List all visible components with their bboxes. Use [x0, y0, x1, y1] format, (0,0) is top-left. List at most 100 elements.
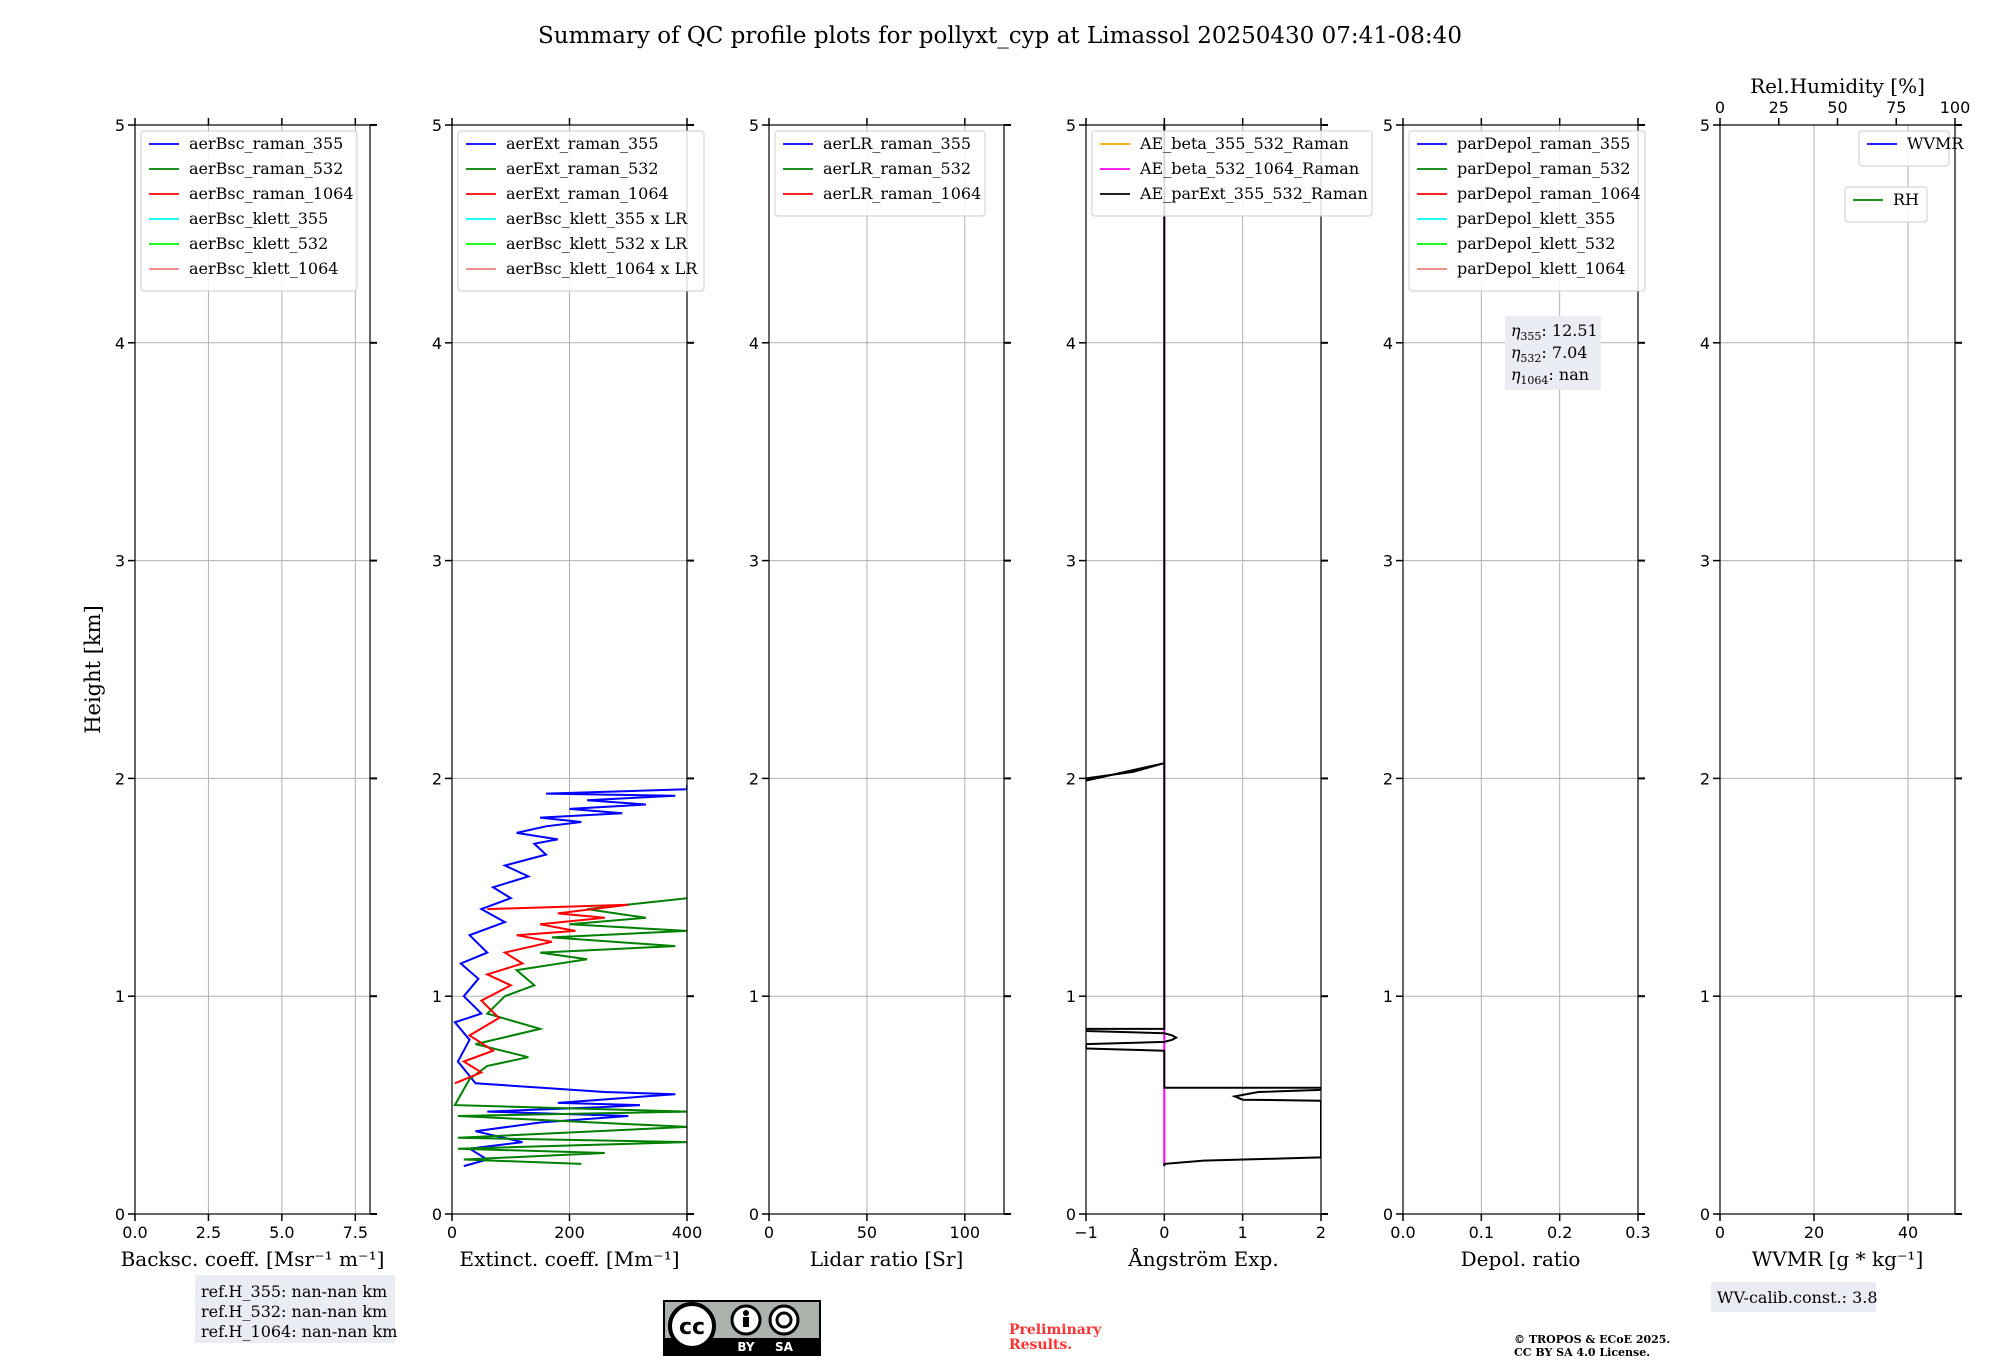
axes-frame	[1402, 124, 1639, 1215]
legend-frame	[774, 130, 986, 217]
panel-2: 0 200 400 0 1 2 3 4 5 Extinct. coeff. [Mm⁻¹] aerEx…	[432, 116, 705, 1271]
refh-box: ref.H_355: nan-nan km ref.H_532: nan-nan…	[195, 1275, 397, 1343]
legend: WVMR	[1858, 130, 1964, 167]
x-tick-label: 7.5	[343, 1223, 368, 1242]
y-tick-label: 3	[749, 552, 759, 571]
y-tick-label: 5	[1700, 116, 1710, 135]
y-tick-label: 0	[1383, 1205, 1393, 1224]
y-tick-label: 3	[115, 552, 125, 571]
y-tick-label: 3	[1383, 552, 1393, 571]
y-tick-label: 2	[1700, 769, 1710, 788]
y-tick-label: 5	[1066, 116, 1076, 135]
eta-annotation-line: η1064: nan	[1511, 365, 1589, 387]
by-text: BY	[737, 1340, 754, 1354]
refh-355: ref.H_355: nan-nan km	[201, 1282, 387, 1301]
x-tick-label: 0.0	[1390, 1223, 1415, 1242]
wv-calib-text: WV-calib.const.: 3.8	[1717, 1288, 1878, 1307]
refh-box-bg	[195, 1275, 395, 1343]
y-tick-label: 0	[1700, 1205, 1710, 1224]
x-tick-label: 0	[447, 1223, 457, 1242]
y-tick-label: 5	[749, 116, 759, 135]
legend: parDepol_raman_355 parDepol_raman_532 parD…	[1408, 130, 1646, 292]
legend-entry: AE_beta_532_1064_Raman	[1139, 159, 1359, 178]
eta-annotation-bg	[1504, 315, 1601, 390]
legend-frame	[457, 130, 705, 292]
legend-entry: aerBsc_raman_1064	[189, 184, 354, 203]
y-tick-label: 2	[749, 769, 759, 788]
axes-frame	[768, 124, 1005, 1215]
x-tick-label: 50	[857, 1223, 877, 1242]
y-tick-label: 2	[115, 769, 125, 788]
x-tick-label: 2.5	[196, 1223, 221, 1242]
top-axis-label: Rel.Humidity [%]	[1750, 74, 1925, 98]
by-person-body-icon	[743, 1317, 749, 1327]
legend: AE_beta_355_532_Raman AE_beta_532_1064_Ra…	[1091, 130, 1373, 217]
y-tick-label: 0	[115, 1205, 125, 1224]
legend-entry: aerBsc_klett_1064 x LR	[506, 259, 698, 278]
top-x-tick-label: 50	[1827, 98, 1847, 117]
x-tick-label: 0.1	[1469, 1223, 1494, 1242]
x-axis-label: Lidar ratio [Sr]	[810, 1247, 964, 1271]
top-x-tick-label: 0	[1715, 98, 1725, 117]
x-tick-label: −1	[1074, 1223, 1098, 1242]
y-tick-label: 4	[1700, 334, 1710, 353]
legend-entry: aerLR_raman_1064	[823, 184, 981, 203]
series-line-aerExt_raman_355	[453, 784, 687, 1168]
legend-entry: parDepol_raman_1064	[1457, 184, 1641, 203]
legend-entry: AE_parExt_355_532_Raman	[1139, 184, 1368, 203]
y-tick-label: 0	[1066, 1205, 1076, 1224]
legend-entry: aerLR_raman_355	[823, 134, 971, 153]
legend: aerExt_raman_355 aerExt_raman_532 aerExt_r…	[457, 130, 705, 292]
x-tick-label: 200	[554, 1223, 585, 1242]
sa-text: SA	[775, 1340, 794, 1354]
copyright-line-2: CC BY SA 4.0 License.	[1514, 1346, 1650, 1359]
by-person-head-icon	[743, 1310, 749, 1316]
wv-calib-bg	[1711, 1282, 1876, 1312]
series-line-aerExt_raman_532	[453, 897, 687, 1165]
legend-entry: aerBsc_klett_355	[189, 209, 328, 228]
x-tick-label: 0	[764, 1223, 774, 1242]
sa-arrow-icon	[775, 1311, 793, 1329]
x-tick-label: 1	[1238, 1223, 1248, 1242]
y-tick-label: 3	[432, 552, 442, 571]
y-tick-label: 1	[1383, 987, 1393, 1006]
legend-entry: aerBsc_klett_532	[189, 234, 328, 253]
cc-by-sa-badge: cc BY SA	[663, 1300, 821, 1356]
y-tick-label: 4	[1066, 334, 1076, 353]
x-tick-label: 400	[672, 1223, 703, 1242]
x-axis-label: Backsc. coeff. [Msr⁻¹ m⁻¹]	[121, 1247, 385, 1271]
x-tick-label: 0.0	[122, 1223, 147, 1242]
x-tick-label: 20	[1804, 1223, 1824, 1242]
legend-frame	[1408, 130, 1646, 292]
legend-entry: aerBsc_klett_532 x LR	[506, 234, 688, 253]
legend-entry: aerLR_raman_532	[823, 159, 971, 178]
y-tick-label: 4	[1383, 334, 1393, 353]
wv-calib-box: WV-calib.const.: 3.8	[1711, 1282, 1878, 1312]
refh-532: ref.H_532: nan-nan km	[201, 1302, 387, 1321]
legend-entry: aerExt_raman_532	[506, 159, 659, 178]
y-tick-label: 4	[749, 334, 759, 353]
series-line-AE_parExt_355_532_Raman	[1086, 125, 1321, 1167]
axes-frame	[1085, 124, 1322, 1215]
preliminary-line-1: Preliminary	[1009, 1322, 1102, 1338]
eta-annotation-line: η532: 7.04	[1511, 343, 1588, 365]
panel-1: 0.0 2.5 5.0 7.5 0 1 2 3 4 5 Backsc. coeff. [Msr⁻¹ …	[81, 116, 384, 1271]
axes-frame	[134, 124, 371, 1215]
panel-5: 0.0 0.1 0.2 0.3 0 1 2 3 4 5 Depol. ratio parDepol_r…	[1383, 116, 1651, 1271]
y-axis-label: Height [km]	[81, 605, 105, 734]
x-tick-label: 0.2	[1547, 1223, 1572, 1242]
legend-secondary: RH	[1844, 186, 1928, 223]
refh-1064: ref.H_1064: nan-nan km	[201, 1322, 397, 1341]
legend: aerBsc_raman_355 aerBsc_raman_532 aerBsc_r…	[140, 130, 358, 292]
x-tick-label: 0	[1715, 1223, 1725, 1242]
series-line-aerExt_raman_1064	[454, 903, 629, 1085]
y-tick-label: 1	[115, 987, 125, 1006]
y-tick-label: 1	[749, 987, 759, 1006]
y-tick-label: 5	[1383, 116, 1393, 135]
legend-entry: aerBsc_klett_355 x LR	[506, 209, 688, 228]
y-tick-label: 0	[432, 1205, 442, 1224]
top-x-tick-label: 75	[1886, 98, 1906, 117]
copyright-line-1: © TROPOS & ECoE 2025.	[1514, 1333, 1670, 1346]
